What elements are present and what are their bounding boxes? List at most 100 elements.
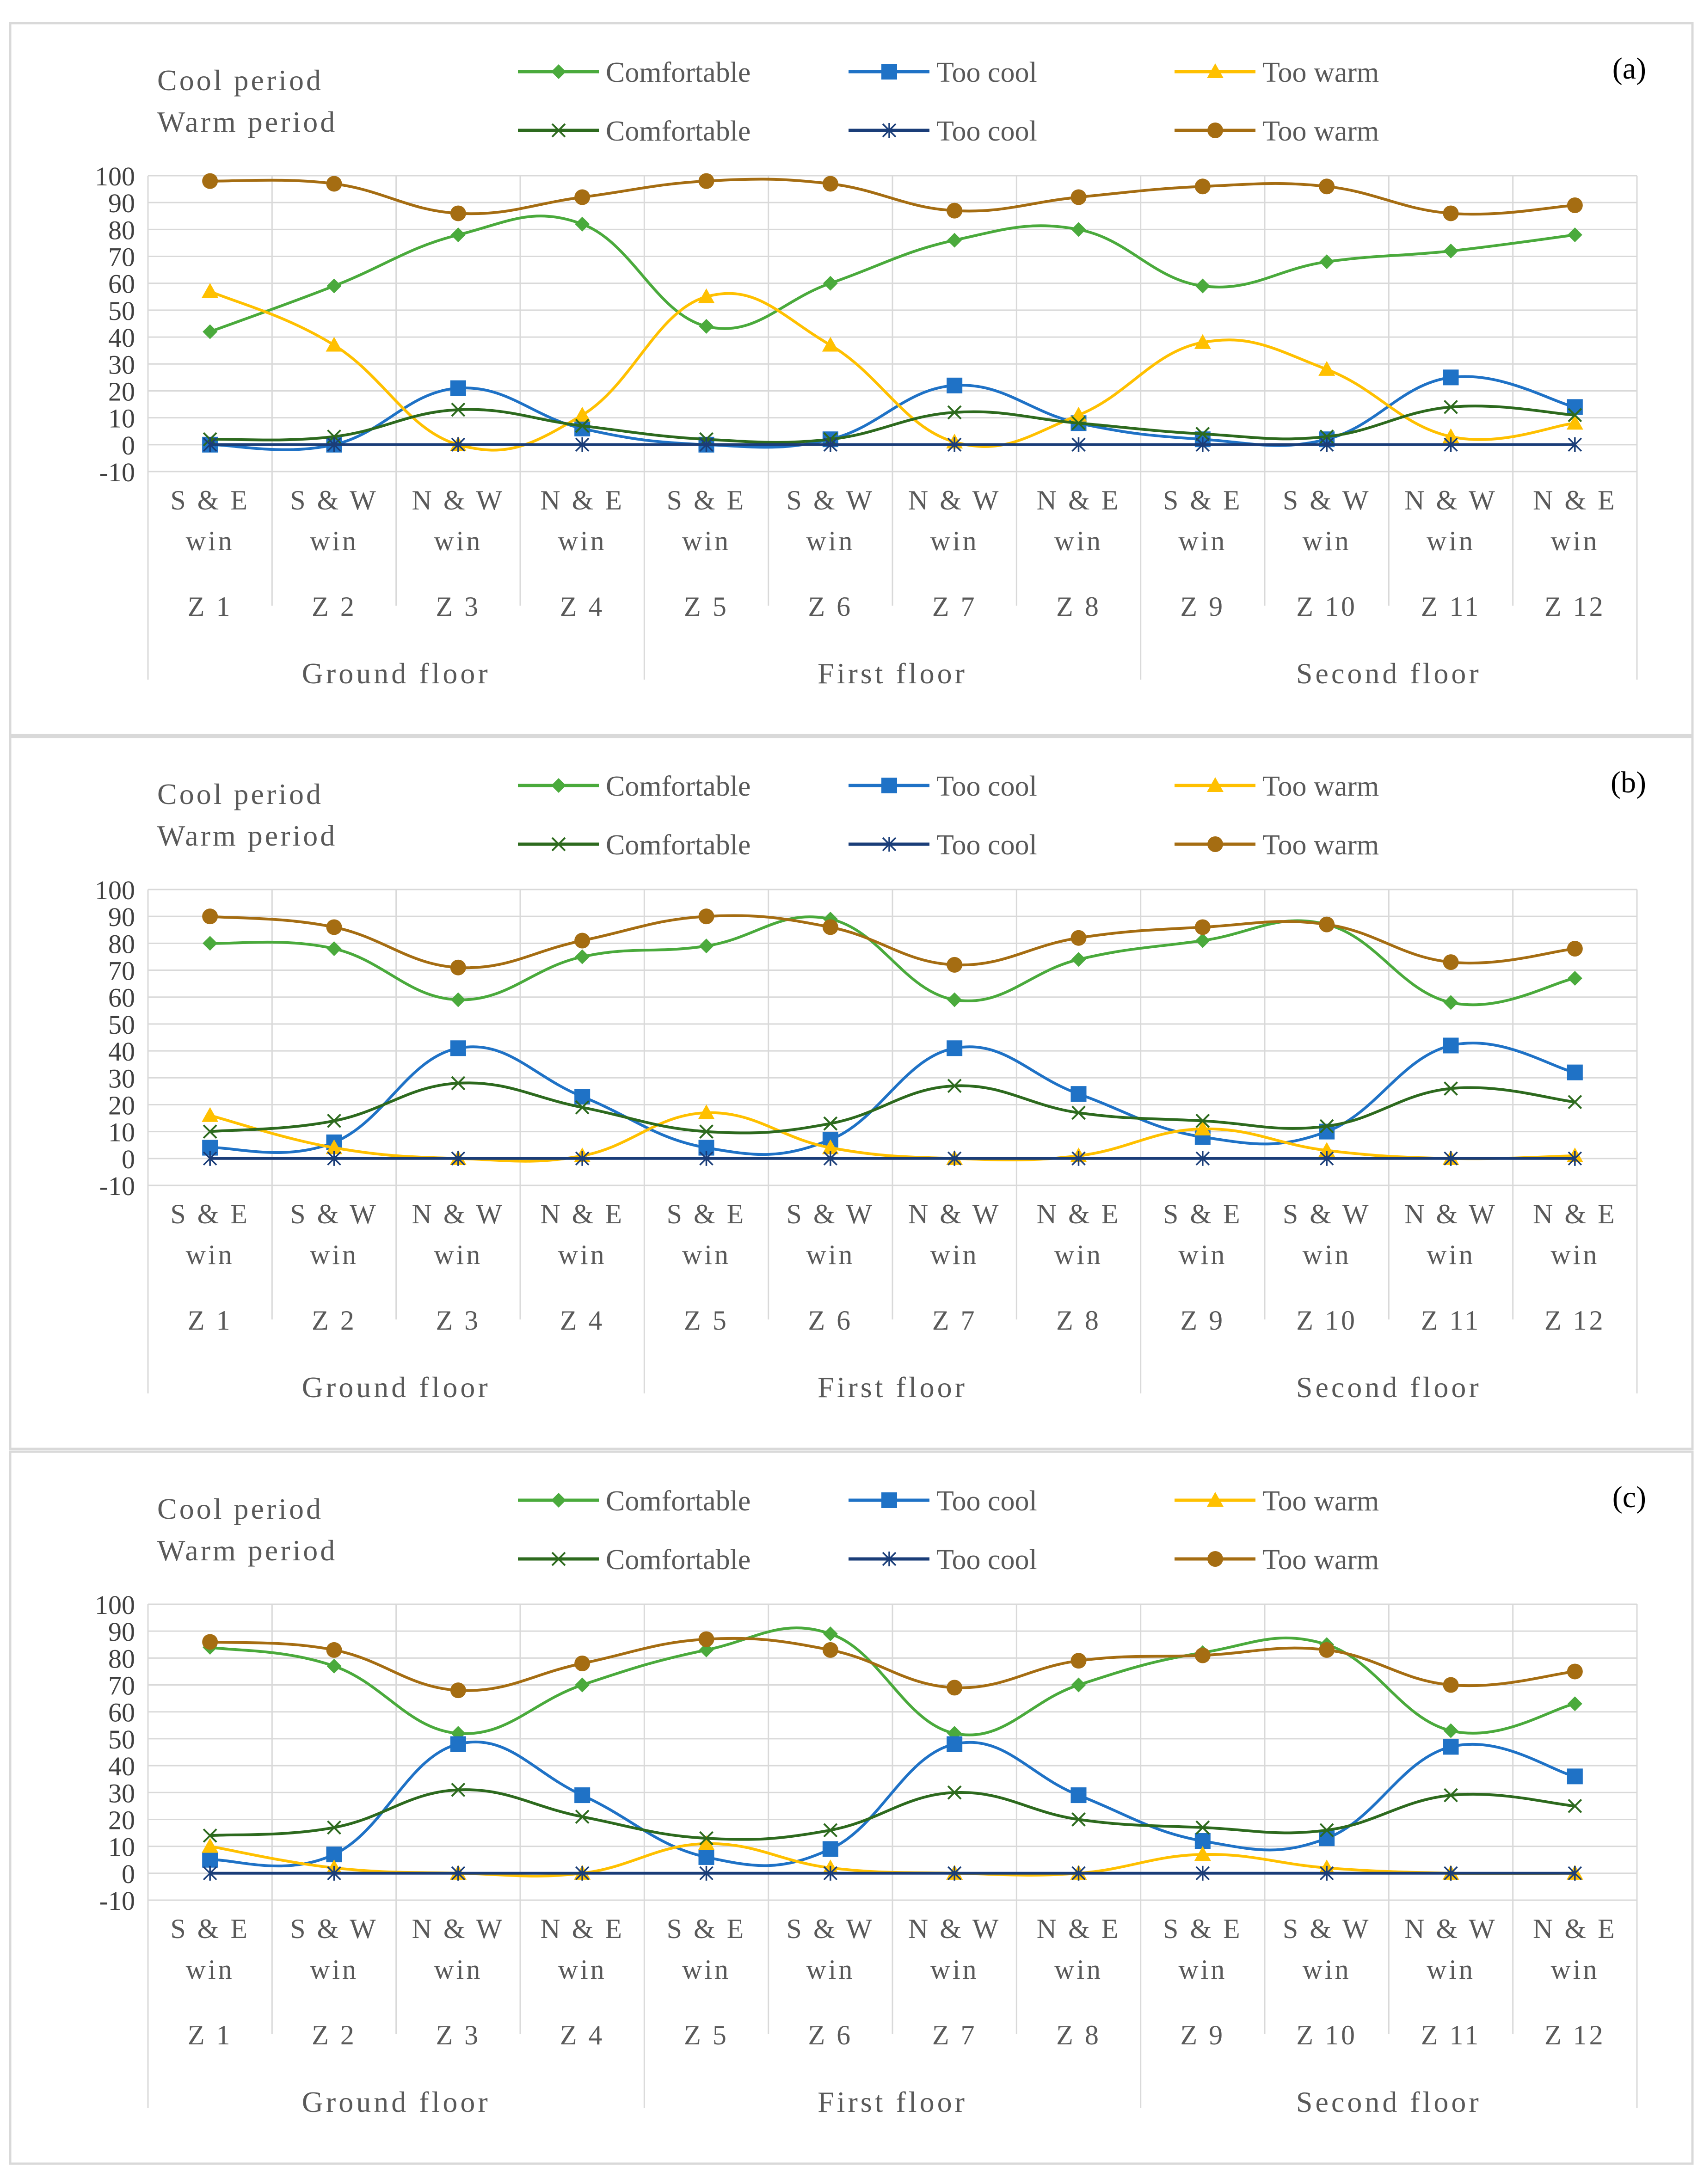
zone-label: Z 9	[1181, 591, 1225, 622]
x-tick-label: win	[806, 1239, 855, 1270]
x-tick-label: win	[310, 526, 358, 556]
legend-label: Comfortable	[606, 116, 750, 147]
legend-item: Comfortable	[518, 771, 750, 802]
x-tick-label: N & E	[540, 1199, 624, 1229]
series-line	[210, 1637, 1575, 1692]
data-point	[1567, 1768, 1583, 1785]
data-point	[1319, 916, 1335, 932]
legend-marker	[1207, 123, 1223, 138]
series	[203, 437, 1582, 452]
x-tick-label: win	[310, 1954, 358, 1985]
legend-marker	[1207, 836, 1223, 852]
data-point	[450, 959, 466, 975]
legend-label: Too cool	[936, 1544, 1037, 1576]
zone-label: Z 7	[932, 1305, 977, 1336]
legend-marker	[881, 64, 897, 80]
x-tick-label: win	[1178, 1954, 1227, 1985]
zone-label: Z 9	[1181, 2020, 1225, 2050]
data-point	[699, 319, 714, 334]
data-point	[327, 1820, 341, 1835]
data-point	[451, 437, 466, 452]
data-point	[1194, 178, 1211, 195]
data-point	[947, 1040, 963, 1056]
data-point	[1071, 1865, 1086, 1881]
data-point	[1443, 1037, 1459, 1054]
data-point	[450, 205, 466, 221]
data-point	[203, 1124, 217, 1139]
data-point	[1194, 1846, 1211, 1861]
y-tick-label: 10	[108, 1832, 135, 1862]
legend-marker	[881, 1492, 897, 1508]
data-point	[1070, 406, 1087, 422]
x-tick-label: win	[434, 1954, 482, 1985]
x-tick-label: N & W	[1404, 1199, 1497, 1229]
data-point	[822, 919, 838, 935]
data-point	[1443, 205, 1459, 221]
legend-item: Too warm	[1175, 116, 1379, 147]
y-tick-label: 0	[122, 430, 135, 460]
x-tick-label: S & E	[1163, 1914, 1243, 1944]
legend-label: Comfortable	[606, 771, 750, 802]
x-tick-label: win	[1550, 526, 1599, 556]
zone-label: Z 12	[1544, 2020, 1606, 2050]
data-point	[203, 1828, 217, 1843]
x-tick-label: win	[682, 526, 731, 556]
zone-label: Z 10	[1296, 1305, 1357, 1336]
zone-label: Z 12	[1544, 1305, 1606, 1336]
data-point	[326, 1658, 342, 1674]
y-tick-label: 10	[108, 404, 135, 434]
data-point	[1567, 1663, 1583, 1680]
legend-marker	[551, 123, 566, 138]
x-tick-label: S & E	[1163, 485, 1243, 515]
data-point	[1319, 1865, 1334, 1881]
data-point	[1071, 1812, 1086, 1827]
legend-item: Comfortable	[518, 57, 750, 88]
data-point	[1319, 1151, 1334, 1166]
legend-item: Comfortable	[518, 829, 750, 861]
data-point	[1319, 1823, 1334, 1838]
data-point	[1566, 415, 1583, 430]
x-tick-label: win	[434, 1239, 482, 1270]
data-point	[1194, 334, 1211, 349]
x-tick-label: S & E	[1163, 1199, 1243, 1229]
x-tick-label: S & W	[290, 1199, 378, 1229]
legend-label: Comfortable	[606, 57, 750, 88]
data-point	[1319, 1830, 1335, 1847]
data-point	[1194, 1120, 1211, 1135]
zone-label: Z 1	[188, 591, 233, 622]
y-tick-label: 80	[108, 929, 135, 959]
data-point	[1319, 1119, 1334, 1134]
data-point	[1443, 995, 1458, 1010]
x-tick-label: win	[1054, 526, 1103, 556]
x-tick-label: N & E	[1533, 485, 1617, 515]
data-point	[947, 377, 963, 393]
legend-marker	[1207, 1492, 1224, 1507]
floor-label: Ground floor	[302, 1371, 491, 1404]
x-tick-label: win	[1427, 1239, 1475, 1270]
x-tick-label: win	[682, 1239, 731, 1270]
legend-label: Comfortable	[606, 829, 750, 861]
x-tick-label: S & W	[290, 1914, 378, 1944]
zone-label: Z 1	[188, 2020, 233, 2050]
data-point	[1071, 1151, 1086, 1166]
y-tick-label: 20	[108, 1090, 135, 1120]
data-point	[451, 1865, 466, 1881]
panel-label: (c)	[1612, 1480, 1646, 1514]
series-line	[210, 405, 1575, 444]
data-point	[822, 337, 839, 352]
y-tick-label: 70	[108, 1671, 135, 1701]
data-point	[947, 437, 962, 452]
series	[203, 215, 1582, 339]
data-point	[574, 932, 591, 949]
zone-label: Z 5	[684, 1305, 729, 1336]
x-tick-label: N & W	[412, 1199, 505, 1229]
legend-item: Comfortable	[518, 1544, 750, 1576]
y-tick-label: -10	[99, 1171, 135, 1201]
data-point	[203, 437, 217, 452]
data-point	[947, 1736, 963, 1752]
zone-label: Z 1	[188, 1305, 233, 1336]
data-point	[575, 949, 590, 964]
data-point	[203, 1151, 217, 1166]
y-tick-label: 30	[108, 350, 135, 380]
data-point	[451, 1151, 466, 1166]
